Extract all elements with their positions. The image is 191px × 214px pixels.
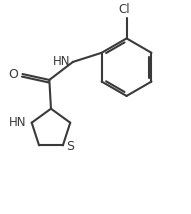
Text: HN: HN — [9, 116, 27, 129]
Text: O: O — [9, 68, 19, 80]
Text: HN: HN — [53, 55, 70, 68]
Text: Cl: Cl — [118, 3, 130, 16]
Text: S: S — [66, 140, 74, 153]
